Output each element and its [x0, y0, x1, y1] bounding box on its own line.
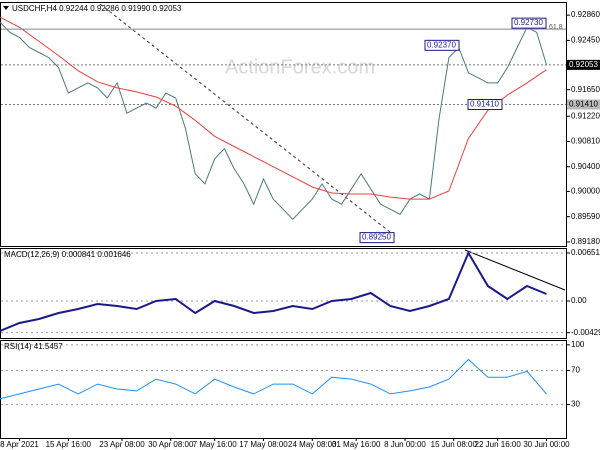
series-line: [0, 250, 547, 332]
annotation: 0.92730: [514, 18, 543, 27]
panel-title: MACD(12,26,9) 0.000841 0.001646: [4, 250, 131, 259]
annotation: 61.8: [549, 24, 563, 31]
macd-trend-line: [464, 249, 566, 291]
series-line: [0, 358, 547, 400]
x-tick-label: 31 May 16:00: [332, 440, 381, 449]
y-tick-label: 0.90400: [571, 162, 600, 171]
x-tick-label: 8 Jun 00:00: [384, 440, 426, 449]
annotation-box: [424, 39, 460, 51]
annotation-box: [511, 17, 547, 29]
y-tick-label: 0.006511: [571, 248, 600, 257]
menu-arrow: [3, 6, 9, 10]
x-tick-label: 30 Apr 08:00: [148, 440, 194, 449]
x-tick-label: 22 Jun 16:00: [475, 440, 522, 449]
trend-line: [99, 3, 396, 237]
series-line: [0, 16, 547, 200]
panel-border: [0, 2, 567, 247]
annotation: 0.89250: [362, 233, 391, 242]
y-tick-label: 100: [571, 340, 585, 349]
series-line: [0, 21, 547, 221]
annotation: 0.92370: [427, 40, 456, 49]
panel-border: [0, 340, 567, 439]
y-tick-label: 0.89590: [571, 212, 600, 221]
y-tick-label: 0.90810: [571, 137, 600, 146]
y-tick-label: 0.89180: [571, 237, 600, 246]
y-tick-label: 0.91220: [571, 111, 600, 120]
y-tick-label: 0.91650: [571, 85, 600, 94]
x-tick-label: 30 Jun 00:00: [523, 440, 570, 449]
price-label: 0.92053: [569, 60, 598, 69]
panel-title: USDCHF,H4 0.92244 0.92286 0.91990 0.9205…: [12, 4, 182, 13]
annotation-box: [467, 98, 503, 110]
watermark: ActionForex.com: [225, 56, 375, 78]
y-tick-label: 0.92860: [571, 10, 600, 19]
y-tick-label: -0.004298: [571, 328, 600, 337]
y-tick-label: 0.00: [571, 296, 587, 305]
price-label-box: [567, 99, 600, 110]
x-tick-label: 15 Apr 16:00: [46, 440, 92, 449]
x-tick-label: 15 Jun 08:00: [431, 440, 478, 449]
x-tick-label: 7 May 16:00: [193, 440, 238, 449]
price-label-box: [567, 59, 600, 70]
y-tick-label: 70: [571, 366, 580, 375]
annotation: 0.91410: [470, 100, 499, 109]
y-tick-label: 30: [571, 400, 580, 409]
x-tick-label: 8 Apr 2021: [0, 440, 39, 449]
panel-title: RSI(14) 41.5457: [4, 342, 63, 351]
x-tick-label: 17 May 08:00: [239, 440, 288, 449]
x-tick-label: 24 May 08:00: [288, 440, 337, 449]
y-tick-label: 0.92450: [571, 36, 600, 45]
annotation-box: [359, 232, 395, 244]
price-label: 0.91410: [569, 100, 598, 109]
panel-border: [0, 248, 567, 339]
x-tick-label: 23 Apr 08:00: [99, 440, 145, 449]
y-tick-label: 0.90000: [571, 187, 600, 196]
